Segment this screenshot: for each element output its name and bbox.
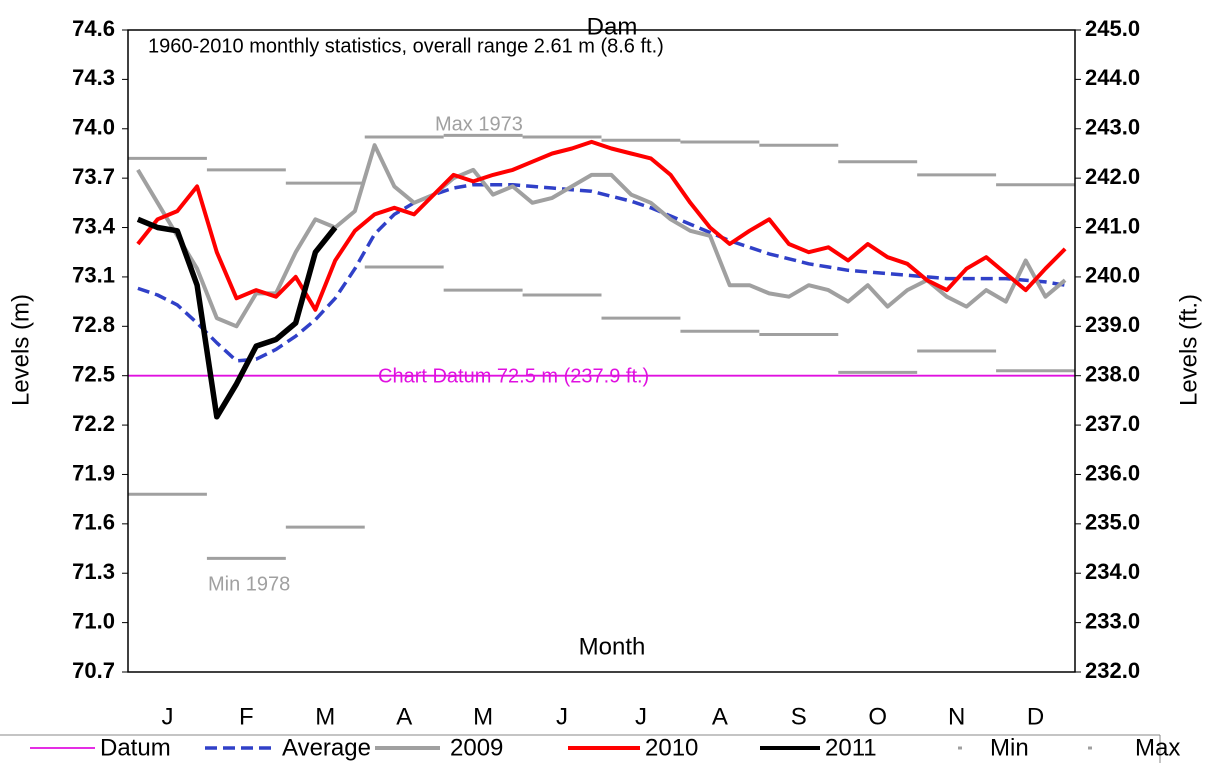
plot-frame: [127, 29, 1076, 673]
y-tick-label: 71.3: [72, 559, 115, 584]
chart-title: Dam: [587, 13, 638, 40]
plot-area: [128, 133, 1075, 560]
y-tick-label: 74.3: [72, 65, 115, 90]
y-tick-label: 73.1: [72, 263, 115, 288]
y-tick-label: 71.0: [72, 608, 115, 633]
y2-axis-label: Levels (ft.): [1175, 294, 1202, 406]
y2-tick-label: 241.0: [1085, 213, 1140, 238]
y2-tick-label: 235.0: [1085, 510, 1140, 535]
annotation: 1960-2010 monthly statistics, overall ra…: [148, 35, 664, 57]
y-tick-label: 71.6: [72, 510, 115, 535]
y-tick-label: 73.4: [72, 213, 116, 238]
legend-label: Min: [990, 734, 1029, 761]
legend-label: Average: [282, 734, 371, 761]
y-tick-label: 72.8: [72, 312, 115, 337]
legend-label: 2011: [825, 734, 877, 761]
y2-tick-label: 234.0: [1085, 559, 1140, 584]
series-line: [136, 216, 338, 420]
annotation: Min 1978: [208, 573, 290, 595]
y-axis-label: Levels (m): [7, 294, 34, 406]
y2-tick-label: 233.0: [1085, 608, 1140, 633]
x-tick-label: S: [791, 703, 807, 730]
x-tick-label: J: [556, 703, 568, 730]
legend-label: 2010: [645, 734, 698, 761]
y2-tick-label: 236.0: [1085, 460, 1140, 485]
x-tick-label: D: [1027, 703, 1044, 730]
series-line: [136, 139, 1067, 312]
y2-tick-label: 232.0: [1085, 658, 1140, 683]
y-tick-label: 70.7: [72, 658, 115, 683]
y2-tick-label: 242.0: [1085, 164, 1140, 189]
y2-tick-label: 240.0: [1085, 263, 1140, 288]
y2-tick-label: 243.0: [1085, 115, 1140, 140]
series-line: [136, 143, 1067, 329]
y-tick-label: 71.9: [72, 460, 115, 485]
annotation: Max 1973: [435, 113, 523, 135]
datum-label: Chart Datum 72.5 m (237.9 ft.): [378, 365, 649, 387]
x-tick-label: A: [712, 703, 728, 730]
x-tick-label: J: [635, 703, 647, 730]
x-tick-label: F: [239, 703, 254, 730]
legend-label: Datum: [100, 734, 171, 761]
y-tick-label: 72.2: [72, 411, 115, 436]
x-tick-label: M: [315, 703, 335, 730]
y2-tick-label: 244.0: [1085, 65, 1140, 90]
y2-tick-label: 238.0: [1085, 362, 1140, 387]
y-tick-label: 73.7: [72, 164, 115, 189]
y-tick-label: 72.5: [72, 362, 115, 387]
x-tick-label: A: [396, 703, 412, 730]
legend-label: Max: [1135, 734, 1180, 761]
x-tick-label: J: [161, 703, 173, 730]
y2-tick-label: 239.0: [1085, 312, 1140, 337]
y2-tick-label: 245.0: [1085, 16, 1140, 41]
y-tick-label: 74.0: [72, 115, 115, 140]
x-tick-label: O: [868, 703, 887, 730]
series-line: [137, 182, 1066, 363]
y-tick-label: 74.6: [72, 16, 115, 41]
x-tick-label: M: [473, 703, 493, 730]
x-axis-label: Month: [579, 633, 646, 660]
x-tick-label: N: [948, 703, 965, 730]
legend-label: 2009: [450, 734, 503, 761]
y2-tick-label: 237.0: [1085, 411, 1140, 436]
